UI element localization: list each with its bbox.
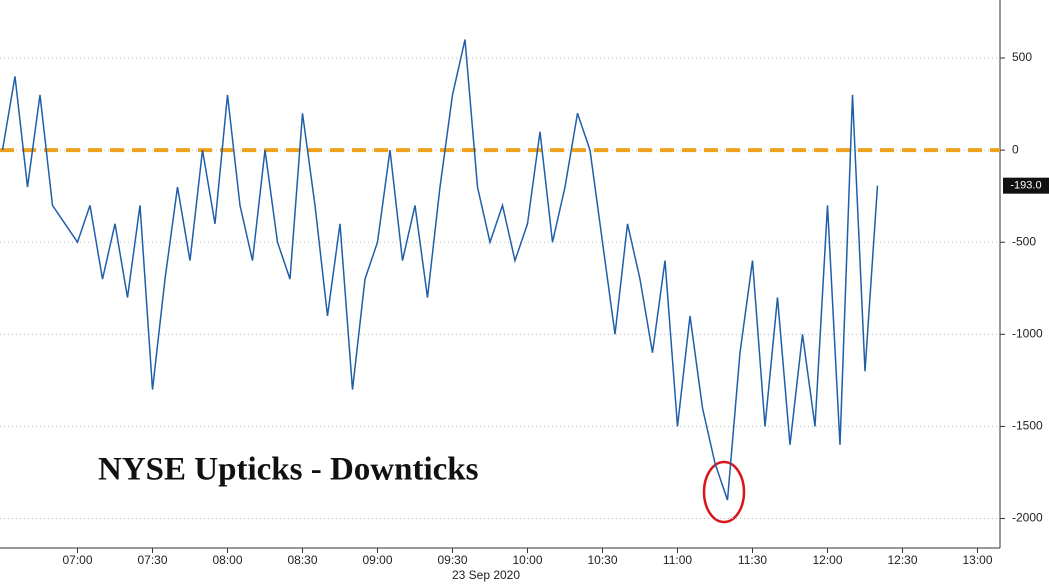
x-tick-label: 09:30 bbox=[437, 553, 467, 567]
chart-title: NYSE Upticks - Downticks bbox=[98, 452, 479, 488]
x-tick-label: 11:30 bbox=[738, 553, 767, 567]
annotation-circle bbox=[702, 460, 746, 524]
y-tick-label: 0 bbox=[1012, 142, 1019, 156]
y-tick-label: -1000 bbox=[1012, 326, 1043, 340]
x-axis-label: 23 Sep 2020 bbox=[452, 568, 520, 582]
x-tick-label: 12:30 bbox=[887, 553, 917, 567]
x-tick-label: 08:00 bbox=[212, 553, 242, 567]
y-tick-label: -2000 bbox=[1012, 511, 1043, 525]
x-tick-label: 12:00 bbox=[812, 553, 842, 567]
data-line bbox=[1, 39, 879, 501]
x-tick-label: 11:00 bbox=[663, 553, 692, 567]
x-tick-label: 10:00 bbox=[512, 553, 542, 567]
y-tick-label: -500 bbox=[1012, 234, 1036, 248]
last-value-label: -193.0 bbox=[1010, 180, 1041, 192]
y-tick-label: 500 bbox=[1012, 50, 1032, 64]
y-tick-label: -1500 bbox=[1012, 419, 1043, 433]
x-tick-label: 13:00 bbox=[962, 553, 992, 567]
x-tick-label: 09:00 bbox=[362, 553, 392, 567]
x-tick-label: 10:30 bbox=[587, 553, 617, 567]
x-tick-label: 08:30 bbox=[287, 553, 317, 567]
x-tick-label: 07:30 bbox=[137, 553, 167, 567]
last-value-box bbox=[1003, 177, 1049, 194]
x-tick-label: 07:00 bbox=[62, 553, 92, 567]
